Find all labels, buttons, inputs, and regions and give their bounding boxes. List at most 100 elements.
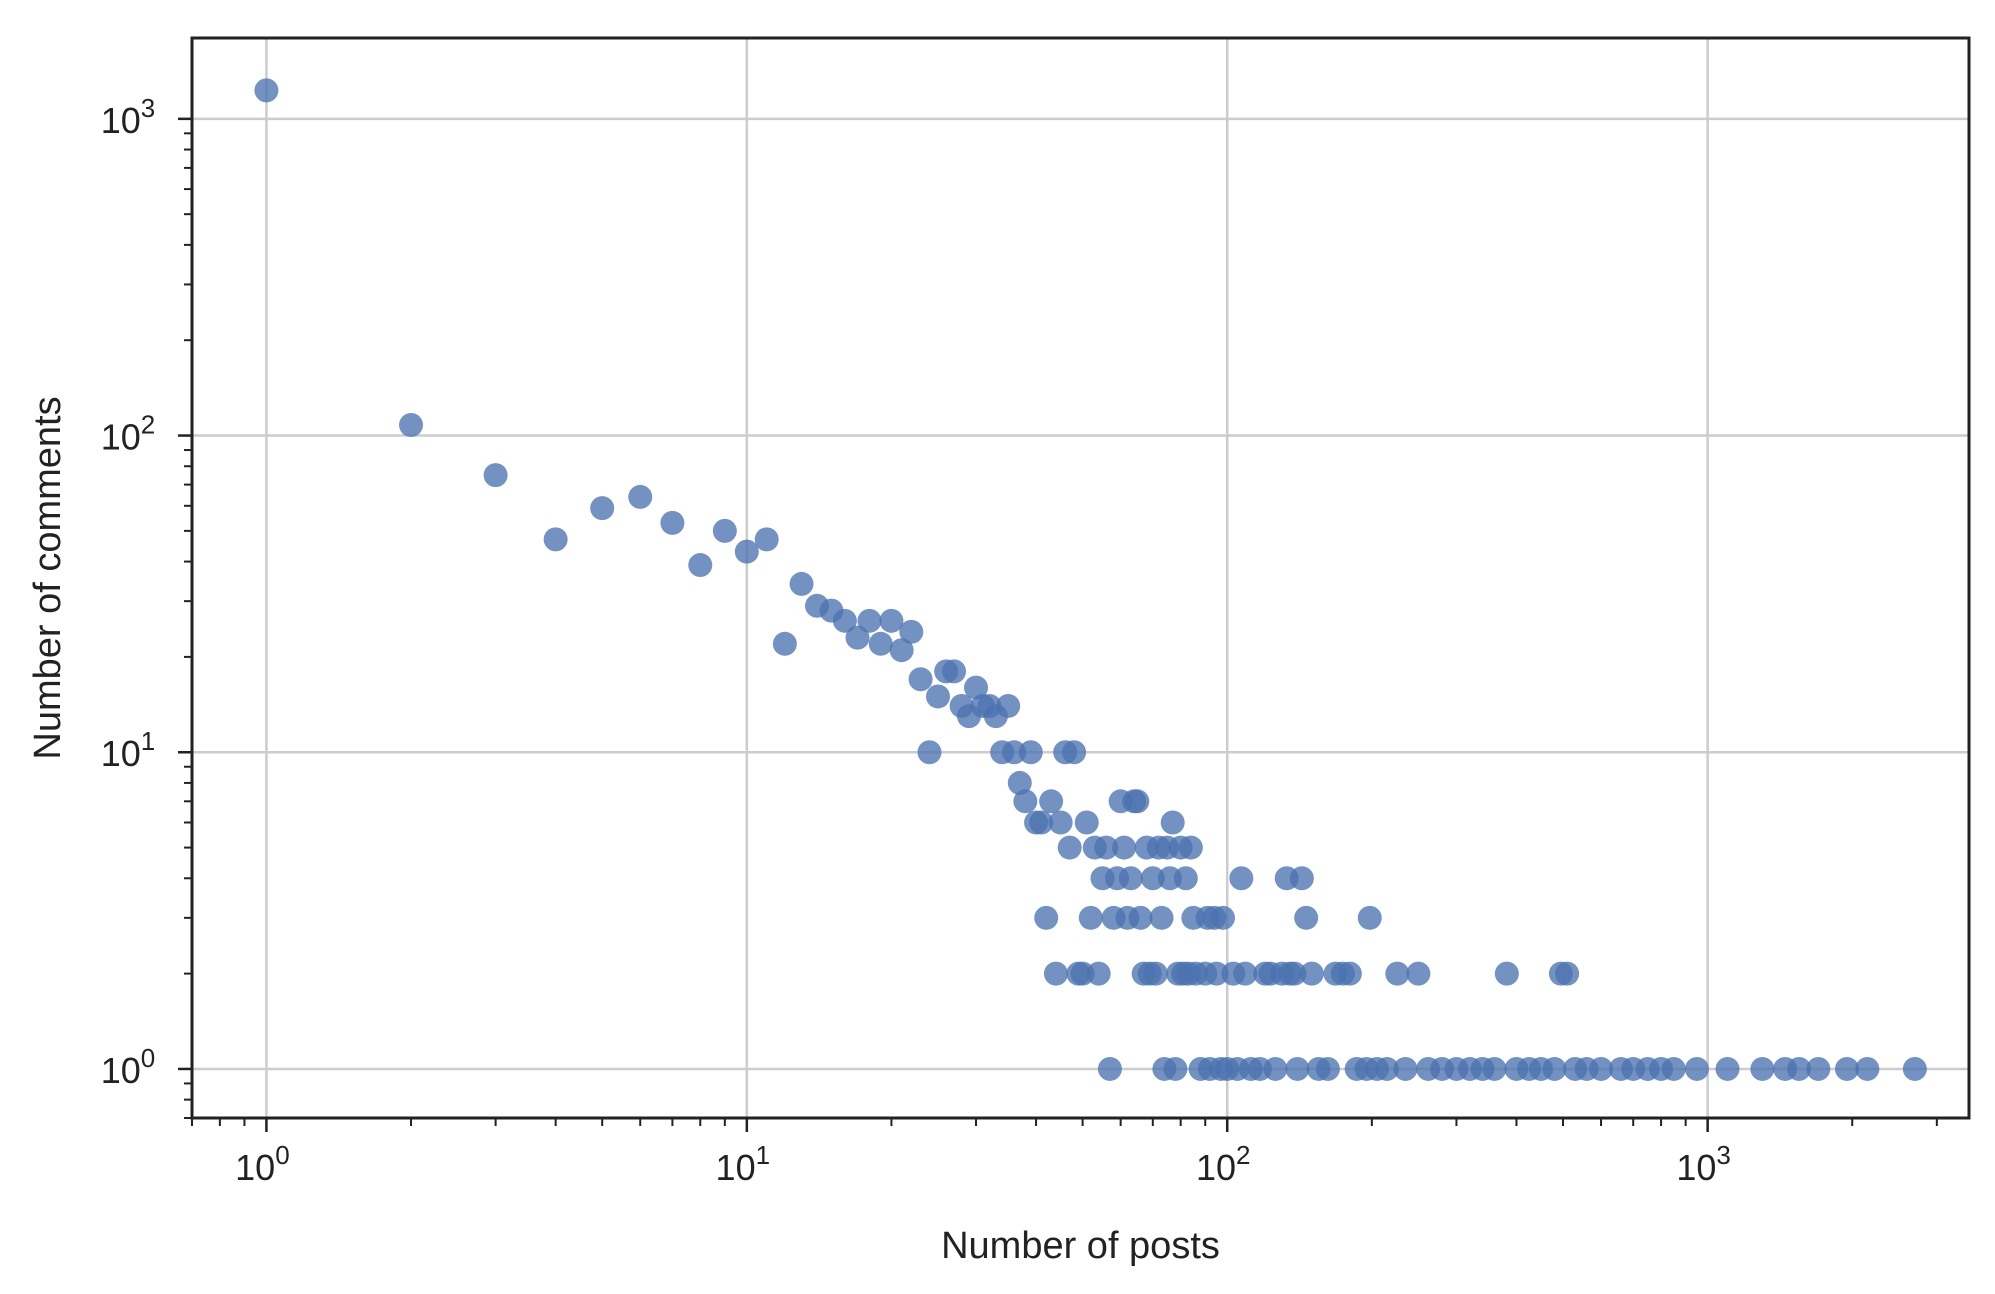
data-point <box>254 78 279 103</box>
x-tick-label: 100 <box>235 1140 290 1188</box>
data-point <box>1684 1056 1709 1081</box>
data-point <box>1315 1056 1340 1081</box>
data-point <box>660 510 685 535</box>
data-point <box>879 608 904 633</box>
data-point <box>996 693 1021 718</box>
data-point <box>1263 1056 1288 1081</box>
data-point <box>754 527 779 552</box>
data-point <box>1385 961 1410 986</box>
x-axis-label: Number of posts <box>941 1225 1220 1267</box>
data-point <box>1143 961 1168 986</box>
data-points <box>254 78 1927 1081</box>
data-point <box>1902 1056 1927 1081</box>
y-axis-label: Number of comments <box>27 396 69 759</box>
data-point <box>1112 835 1137 860</box>
data-point <box>399 412 424 437</box>
data-point <box>1787 1056 1812 1081</box>
data-point <box>1018 740 1043 765</box>
data-point <box>1057 835 1082 860</box>
data-point <box>1494 961 1519 986</box>
data-point <box>1715 1056 1740 1081</box>
data-point <box>1160 810 1185 835</box>
data-point <box>1128 905 1153 930</box>
data-point <box>908 667 933 692</box>
data-point <box>942 659 967 684</box>
axis-ticks <box>178 117 1938 1132</box>
data-point <box>1086 961 1111 986</box>
data-point <box>1039 789 1064 814</box>
data-point <box>1034 905 1059 930</box>
data-point <box>1149 905 1174 930</box>
data-point <box>857 608 882 633</box>
data-point <box>590 496 615 521</box>
data-point <box>1048 810 1073 835</box>
data-point <box>1029 810 1054 835</box>
y-tick-label: 102 <box>101 410 156 458</box>
data-point <box>1013 789 1038 814</box>
tick-labels: 100 101 102 103 100 101 102 103 <box>101 93 1731 1188</box>
data-point <box>712 518 737 543</box>
data-point <box>1211 905 1236 930</box>
x-tick-label: 103 <box>1676 1140 1731 1188</box>
data-point <box>1855 1056 1880 1081</box>
data-point <box>1163 1056 1188 1081</box>
data-point <box>1097 1056 1122 1081</box>
data-point <box>688 553 713 578</box>
y-tick-label: 100 <box>101 1043 156 1091</box>
x-tick-label: 101 <box>716 1140 771 1188</box>
data-point <box>868 631 893 656</box>
data-point <box>1555 961 1580 986</box>
data-point <box>1299 961 1324 986</box>
data-point <box>1118 866 1143 891</box>
data-point <box>1125 789 1150 814</box>
data-point <box>1542 1056 1567 1081</box>
data-point <box>1140 866 1165 891</box>
data-point <box>1233 961 1258 986</box>
data-point <box>1750 1056 1775 1081</box>
y-tick-label: 103 <box>101 93 156 141</box>
y-tick-label: 101 <box>101 726 156 774</box>
data-point <box>1406 961 1431 986</box>
data-point <box>1482 1056 1507 1081</box>
data-point <box>1282 961 1307 986</box>
data-point <box>1173 866 1198 891</box>
data-point <box>1834 1056 1859 1081</box>
data-point <box>1078 905 1103 930</box>
data-point <box>1661 1056 1686 1081</box>
data-point <box>1002 740 1027 765</box>
data-point <box>1178 835 1203 860</box>
data-point <box>917 740 942 765</box>
x-tick-label: 102 <box>1196 1140 1251 1188</box>
data-point <box>628 484 653 509</box>
data-point <box>1229 866 1254 891</box>
data-point <box>1007 770 1032 795</box>
data-point <box>543 527 568 552</box>
data-point <box>845 625 870 650</box>
data-point <box>734 539 759 564</box>
data-point <box>1374 1056 1399 1081</box>
data-point <box>964 675 989 700</box>
data-point <box>1806 1056 1831 1081</box>
data-point <box>772 631 797 656</box>
data-point <box>1393 1056 1418 1081</box>
data-point <box>1074 810 1099 835</box>
data-point <box>1043 961 1068 986</box>
data-point <box>1589 1056 1614 1081</box>
data-point <box>1062 740 1087 765</box>
data-point <box>1337 961 1362 986</box>
data-point <box>1289 866 1314 891</box>
data-point <box>483 463 508 488</box>
data-point <box>1285 1056 1310 1081</box>
data-point <box>1357 905 1382 930</box>
data-point <box>1204 961 1229 986</box>
plot-frame <box>190 36 1971 1120</box>
data-point <box>832 608 857 633</box>
data-point <box>789 571 814 596</box>
data-point <box>925 684 950 709</box>
data-point <box>889 638 914 663</box>
data-point <box>1294 905 1319 930</box>
data-point <box>1094 835 1119 860</box>
data-point <box>899 619 924 644</box>
